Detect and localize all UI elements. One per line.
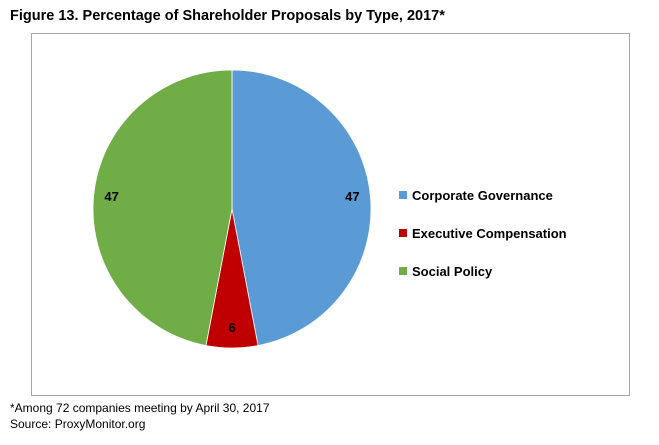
legend-swatch-corporate-governance <box>399 191 407 199</box>
pie-chart: 47 6 47 <box>92 69 372 349</box>
footnote: *Among 72 companies meeting by April 30,… <box>10 401 270 415</box>
data-label-executive-compensation: 6 <box>228 320 235 335</box>
legend-label-executive-compensation: Executive Compensation <box>412 225 567 241</box>
legend-item-executive-compensation: Executive Compensation <box>399 214 567 252</box>
legend-label-corporate-governance: Corporate Governance <box>412 187 553 203</box>
legend-swatch-executive-compensation <box>399 229 407 237</box>
legend-item-corporate-governance: Corporate Governance <box>399 176 567 214</box>
pie-slice-corporate-governance <box>231 69 372 347</box>
data-label-corporate-governance: 47 <box>345 189 359 204</box>
legend-swatch-social-policy <box>399 267 407 275</box>
legend-label-social-policy: Social Policy <box>412 263 493 279</box>
source-note: Source: ProxyMonitor.org <box>10 417 146 431</box>
pie-slice-social-policy <box>92 69 233 347</box>
chart-legend: Corporate Governance Executive Compensat… <box>399 176 567 290</box>
legend-item-social-policy: Social Policy <box>399 252 567 290</box>
figure-title: Figure 13. Percentage of Shareholder Pro… <box>10 8 445 24</box>
data-label-social-policy: 47 <box>104 189 118 204</box>
chart-frame: 47 6 47 Corporate Governance Executive Com… <box>31 33 630 396</box>
